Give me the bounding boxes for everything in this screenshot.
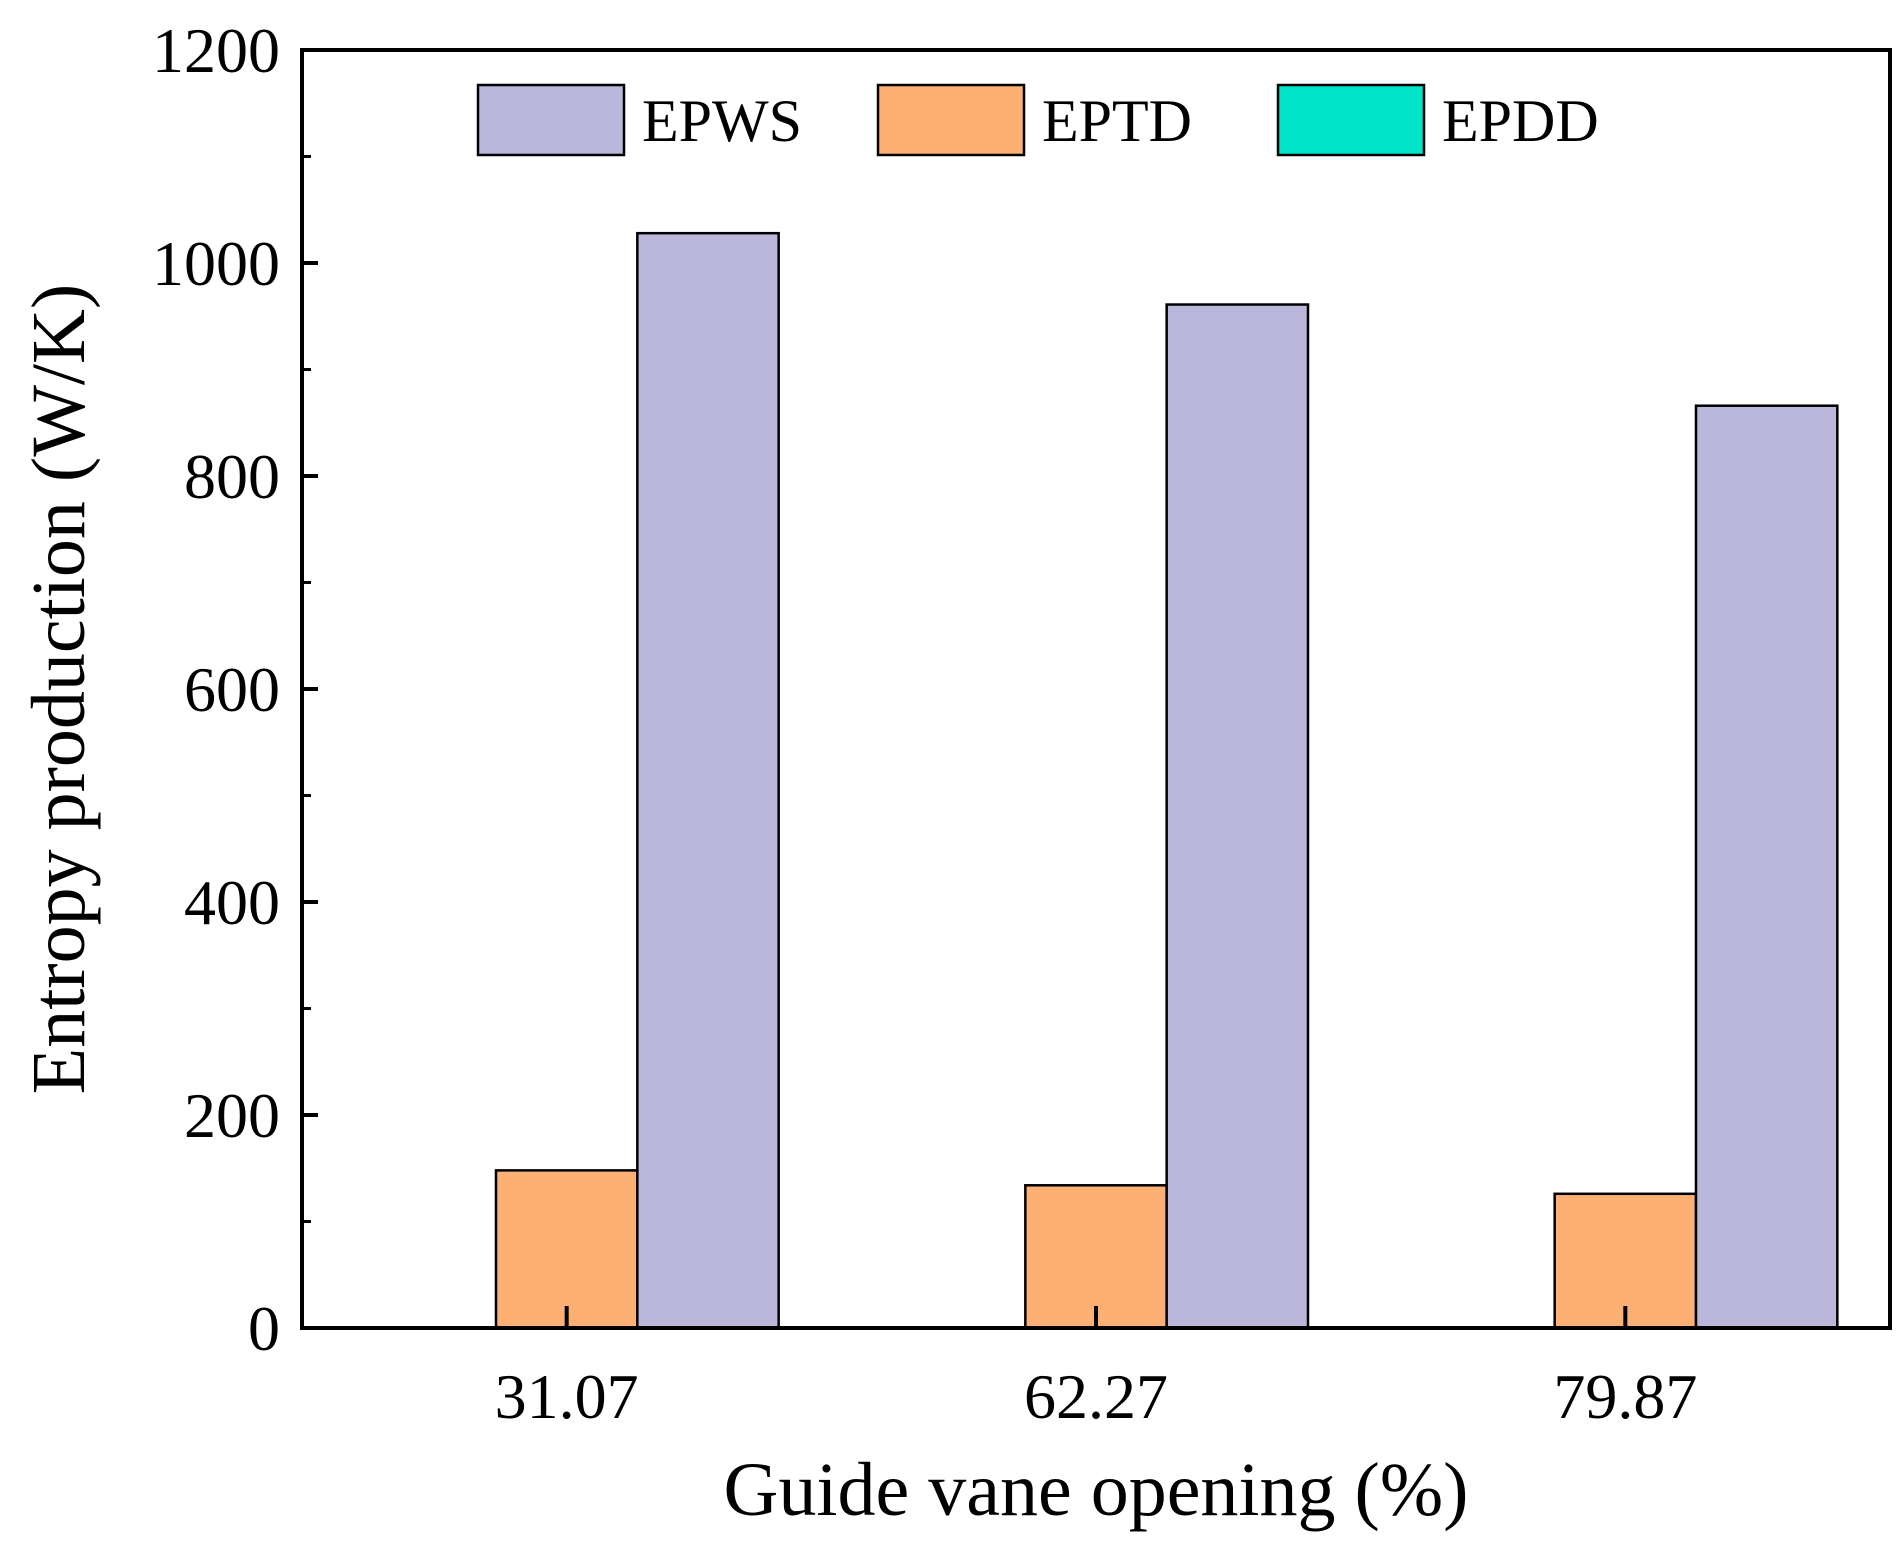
bar-epws-31-07: [636, 231, 780, 1330]
x-tick-label: 31.07: [495, 1361, 639, 1432]
bars-layer: [494, 231, 1839, 1330]
y-tick-label: 800: [184, 441, 280, 512]
y-tick-label: 1200: [152, 15, 280, 86]
y-tick-label: 1000: [152, 228, 280, 299]
bar-eptd-79-87: [1553, 1192, 1698, 1330]
legend-swatch-epws: [476, 83, 626, 157]
legend-label-epws: EPWS: [642, 88, 802, 154]
legend-label-eptd: EPTD: [1042, 88, 1192, 154]
bar-epws-79-87: [1694, 404, 1839, 1330]
y-tick-label: 0: [248, 1293, 280, 1364]
ticks-layer: 0 200 400 600 800 1000 1200 31.07 62.27 79.87: [152, 15, 1697, 1432]
legend-swatch-eptd: [876, 83, 1026, 157]
legend-label-epdd: EPDD: [1442, 88, 1599, 154]
x-axis-title: Guide vane opening (%): [724, 1448, 1469, 1532]
y-tick-label: 200: [184, 1080, 280, 1151]
bar-eptd-62-27: [1024, 1184, 1168, 1330]
legend-swatch-epdd: [1276, 83, 1426, 157]
legend: EPWS EPTD EPDD: [476, 83, 1599, 157]
x-tick-label: 62.27: [1024, 1361, 1168, 1432]
y-tick-label: 600: [184, 654, 280, 725]
plot-frame: [300, 48, 1892, 1330]
x-tick-label: 79.87: [1553, 1361, 1697, 1432]
bar-eptd-31-07: [494, 1169, 639, 1330]
y-tick-label: 400: [184, 867, 280, 938]
y-axis-title: Entropy production (W/K): [17, 284, 101, 1094]
bar-epws-62-27: [1165, 303, 1310, 1330]
